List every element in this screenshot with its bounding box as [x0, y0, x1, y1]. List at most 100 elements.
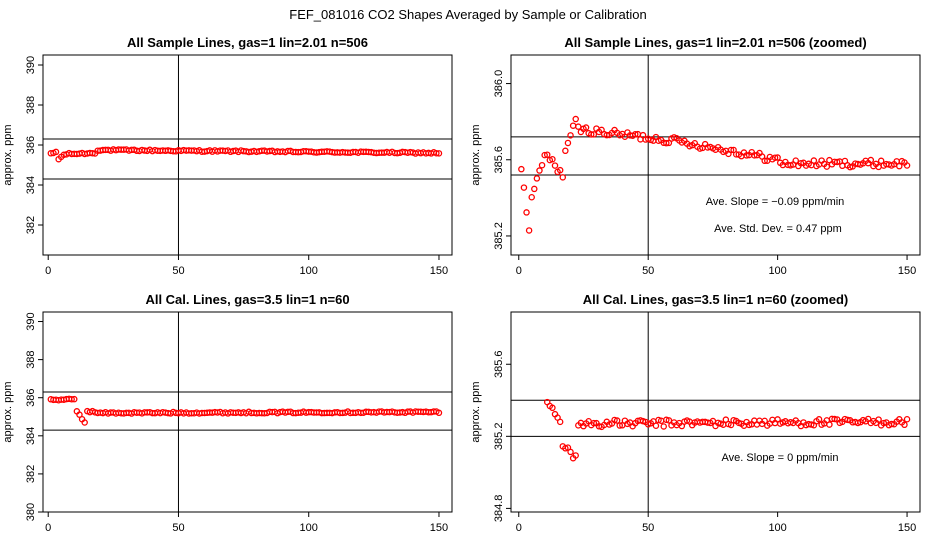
- data-point: [549, 404, 556, 412]
- x-tick-label: 150: [430, 265, 448, 277]
- data-point: [435, 409, 443, 417]
- data-point: [603, 131, 611, 139]
- data-point: [727, 146, 735, 154]
- data-point: [867, 156, 875, 164]
- data-point: [538, 161, 546, 169]
- y-axis-label: approx. ppm: [2, 381, 14, 442]
- data-point: [559, 174, 567, 181]
- data-point: [556, 418, 564, 426]
- data-point: [652, 422, 660, 429]
- data-point: [569, 122, 577, 129]
- data-point: [531, 185, 538, 193]
- data-point: [572, 452, 579, 459]
- data-point: [590, 419, 598, 427]
- data-point: [831, 415, 838, 423]
- y-tick-label: 386: [25, 136, 37, 154]
- data-point: [525, 227, 533, 234]
- data-point: [611, 416, 618, 424]
- x-tick-label: 100: [768, 522, 786, 534]
- data-point: [567, 132, 574, 139]
- data-point: [52, 148, 60, 156]
- data-point: [613, 417, 621, 424]
- data-point: [68, 395, 75, 403]
- x-tick-label: 50: [172, 265, 184, 277]
- x-tick-label: 50: [642, 265, 654, 277]
- data-point: [533, 175, 541, 182]
- data-point: [743, 152, 750, 159]
- data-point: [877, 157, 885, 165]
- data-point: [901, 421, 908, 429]
- data-point: [663, 139, 670, 147]
- data-point: [89, 149, 96, 157]
- annotation-text: Ave. Slope = 0 ppm/min: [722, 452, 839, 464]
- data-points: [543, 398, 911, 462]
- data-point: [616, 422, 623, 429]
- chart-panel-1: All Sample Lines, gas=1 lin=2.01 n=506 ap…: [2, 35, 453, 277]
- y-axis-label: approx. ppm: [470, 381, 482, 442]
- x-tick-label: 100: [300, 265, 318, 277]
- y-tick-label: 386: [25, 389, 37, 407]
- y-tick-label: 384: [25, 427, 37, 445]
- y-tick-label: 380: [25, 503, 37, 521]
- data-point: [751, 152, 758, 159]
- x-tick-label: 100: [768, 265, 786, 277]
- data-point: [435, 150, 443, 157]
- plot-frame: [42, 54, 453, 256]
- data-point: [823, 163, 831, 170]
- data-point: [771, 154, 779, 161]
- data-point: [523, 209, 530, 216]
- y-tick-label: 390: [25, 312, 37, 330]
- x-tick-label: 0: [516, 522, 522, 534]
- data-point: [663, 416, 670, 424]
- data-point: [536, 167, 543, 174]
- x-tick-label: 100: [300, 522, 318, 534]
- data-point: [844, 416, 851, 424]
- data-point: [582, 124, 590, 131]
- data-point: [564, 139, 572, 147]
- y-tick-label: 384.8: [493, 495, 505, 523]
- data-point: [541, 151, 548, 159]
- x-tick-label: 50: [172, 522, 184, 534]
- y-tick-label: 388: [25, 350, 37, 368]
- data-points: [518, 115, 911, 234]
- data-point: [903, 416, 911, 423]
- data-point: [888, 420, 895, 428]
- data-point: [590, 131, 598, 138]
- data-points: [47, 395, 443, 426]
- data-point: [727, 421, 735, 429]
- data-point: [833, 158, 841, 166]
- data-point: [761, 417, 768, 425]
- data-point: [528, 193, 535, 201]
- y-tick-label: 382: [25, 216, 37, 234]
- chart-panel-2: All Sample Lines, gas=1 lin=2.01 n=506 (…: [470, 35, 921, 277]
- y-tick-label: 390: [25, 56, 37, 74]
- plot-frame: [510, 311, 921, 513]
- data-point: [81, 419, 88, 426]
- panel-title: All Cal. Lines, gas=3.5 lin=1 n=60 (zoom…: [583, 292, 849, 307]
- x-tick-label: 150: [898, 522, 916, 534]
- x-tick-label: 0: [45, 522, 51, 534]
- data-point: [518, 165, 525, 173]
- chart-panel-3: All Cal. Lines, gas=3.5 lin=1 n=60 approx…: [2, 292, 453, 534]
- data-point: [562, 147, 569, 155]
- y-tick-label: 382: [25, 465, 37, 483]
- data-point: [903, 162, 911, 169]
- data-point: [665, 417, 673, 424]
- plot-frame: [42, 311, 453, 513]
- x-tick-label: 150: [430, 522, 448, 534]
- data-point: [567, 448, 574, 456]
- y-tick-label: 386.0: [493, 70, 505, 98]
- data-points: [47, 146, 443, 163]
- panel-title: All Sample Lines, gas=1 lin=2.01 n=506: [127, 35, 368, 50]
- data-point: [71, 395, 78, 403]
- data-point: [660, 423, 667, 430]
- data-point: [815, 416, 823, 423]
- y-tick-label: 385.6: [493, 146, 505, 174]
- y-tick-label: 385.6: [493, 350, 505, 378]
- annotation-text: Ave. Slope = −0.09 ppm/min: [706, 196, 845, 208]
- y-axis-label: approx. ppm: [2, 124, 14, 185]
- y-tick-label: 388: [25, 96, 37, 114]
- plot-frame: [510, 54, 921, 256]
- x-tick-label: 0: [516, 265, 522, 277]
